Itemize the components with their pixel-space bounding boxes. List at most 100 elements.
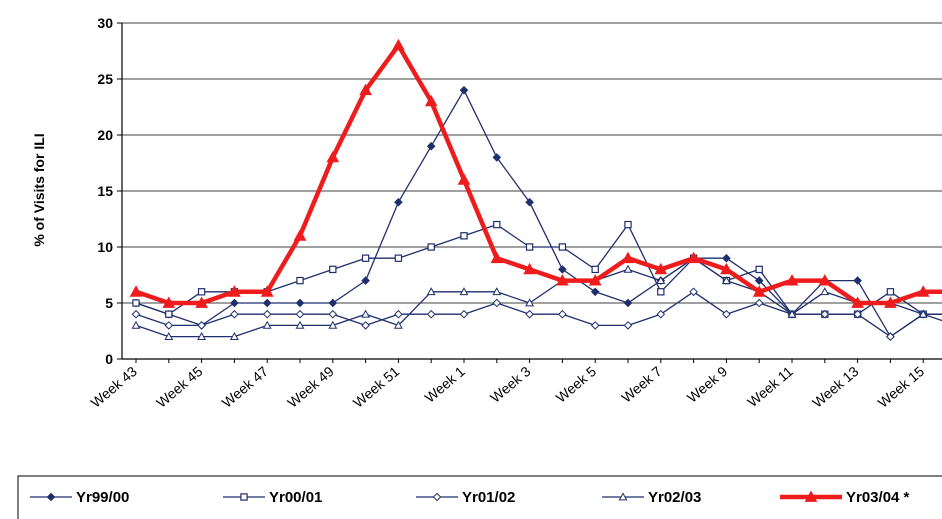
data-point (853, 276, 862, 285)
data-point (558, 265, 567, 274)
data-point (689, 287, 698, 297)
data-point (228, 285, 241, 297)
data-point (229, 331, 239, 340)
data-point (820, 309, 830, 319)
data-point (195, 296, 208, 308)
data-point (394, 254, 403, 262)
legend-item: Yr99/00 (30, 489, 129, 506)
data-point (328, 298, 338, 308)
data-point (197, 331, 207, 340)
data-point (621, 251, 635, 264)
data-point (657, 288, 665, 296)
data-point (427, 243, 435, 251)
data-point (329, 265, 337, 274)
legend-label: Yr01/02 (462, 489, 515, 506)
data-point (853, 309, 862, 319)
legend-item: Yr01/02 (416, 489, 515, 506)
legend-item: Yr02/03 (602, 489, 701, 506)
data-point (624, 220, 632, 229)
y-tick-label: 10 (97, 239, 113, 255)
y-axis-ticks: 0 5 10 15 20 25 30 (97, 15, 122, 367)
data-point (492, 287, 502, 296)
data-point (525, 309, 534, 319)
data-point (361, 309, 371, 318)
data-point (197, 321, 206, 330)
data-point (426, 141, 436, 151)
data-point (720, 262, 733, 275)
data-point (591, 265, 599, 274)
series-line (135, 291, 942, 338)
data-point (687, 251, 700, 264)
data-point (851, 296, 864, 308)
series-yr01-02 (131, 287, 942, 341)
gridlines (122, 22, 942, 304)
data-point (820, 287, 830, 296)
data-point (230, 309, 239, 319)
data-point (459, 309, 469, 319)
data-point (295, 298, 305, 308)
data-point (623, 321, 633, 330)
legend-label: Yr03/04 * (846, 489, 910, 506)
data-point (424, 94, 438, 107)
data-point (459, 287, 469, 296)
legend-label: Yr99/00 (76, 489, 129, 506)
data-point (752, 285, 766, 297)
y-tick-label: 20 (97, 127, 113, 143)
data-point (755, 265, 763, 274)
data-point (590, 321, 600, 330)
data-point (394, 197, 403, 207)
data-point (493, 220, 501, 229)
data-point (884, 296, 897, 308)
data-point (590, 287, 600, 297)
series-line (135, 43, 942, 306)
data-point (787, 309, 797, 318)
data-point (164, 321, 174, 330)
data-point (460, 232, 468, 240)
legend-label: Yr02/03 (648, 489, 701, 506)
data-point (918, 309, 928, 318)
data-point (656, 275, 666, 284)
data-point (656, 309, 666, 319)
data-point (326, 150, 340, 163)
series-line (135, 89, 942, 338)
y-tick-label: 25 (97, 71, 113, 87)
data-point (492, 153, 502, 162)
data-point (916, 285, 930, 297)
series-group (129, 38, 942, 341)
data-point (523, 262, 536, 275)
data-point (131, 320, 141, 329)
legend-item: Yr00/01 (223, 489, 322, 506)
data-point (886, 332, 895, 341)
data-point (361, 321, 370, 330)
series-line (135, 257, 942, 338)
data-point (361, 276, 370, 285)
legend-swatch-marker (618, 492, 628, 501)
data-point (886, 288, 895, 296)
data-point (295, 320, 305, 329)
data-point (459, 85, 469, 95)
legend: Yr99/00 Yr00/01 Yr01/02 Yr02/03 Yr03/04 * (17, 475, 942, 519)
data-point (623, 264, 633, 273)
legend-item: Yr03/04 * (780, 489, 910, 506)
data-point (785, 274, 799, 286)
data-point (129, 285, 143, 297)
data-point (262, 298, 272, 308)
data-point (262, 320, 272, 329)
data-point (197, 288, 206, 296)
data-point (260, 285, 274, 297)
series-yr03-04 (129, 38, 942, 308)
y-tick-label: 0 (105, 351, 113, 367)
data-point (556, 274, 569, 286)
data-point (722, 309, 731, 319)
data-point (328, 320, 338, 329)
legend-label: Yr00/01 (269, 489, 322, 506)
data-point (457, 173, 471, 185)
data-point (131, 309, 141, 319)
data-point (623, 298, 633, 308)
data-point (490, 251, 504, 264)
data-point (295, 309, 305, 319)
data-point (754, 276, 764, 285)
data-point (754, 298, 764, 308)
